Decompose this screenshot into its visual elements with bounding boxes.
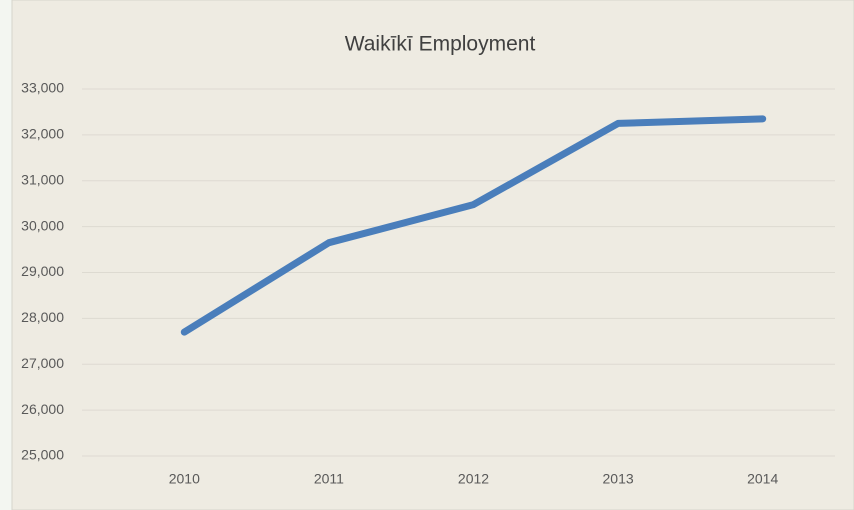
y-tick-label: 32,000 — [21, 126, 64, 142]
chart-title: Waikīkī Employment — [345, 33, 536, 56]
y-tick-label: 33,000 — [21, 80, 64, 96]
y-tick-label: 25,000 — [21, 447, 64, 463]
x-tick-label: 2013 — [603, 471, 634, 487]
y-tick-label: 28,000 — [21, 309, 64, 325]
x-tick-label: 2012 — [458, 471, 489, 487]
y-tick-label: 29,000 — [21, 263, 64, 279]
y-tick-label: 26,000 — [21, 401, 64, 417]
chart-area — [11, 0, 854, 510]
y-tick-label: 27,000 — [21, 355, 64, 371]
y-tick-label: 30,000 — [21, 217, 64, 233]
data-line — [180, 115, 767, 336]
x-tick-label: 2010 — [169, 471, 200, 487]
x-tick-label: 2014 — [747, 471, 778, 487]
y-tick-label: 31,000 — [21, 171, 64, 187]
x-tick-label: 2011 — [314, 471, 344, 487]
